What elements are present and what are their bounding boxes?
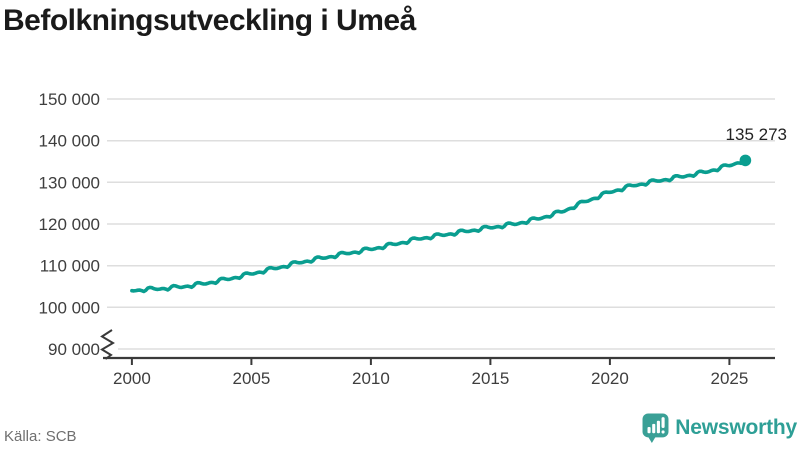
y-axis-tick-label: 110 000: [40, 257, 100, 276]
chart-title: Befolkningsutveckling i Umeå: [3, 4, 416, 37]
newsworthy-logo[interactable]: Newsworthy: [642, 412, 797, 444]
x-axis-tick-label: 2020: [591, 369, 629, 388]
latest-value-label: 135 273: [726, 125, 787, 144]
x-axis-tick-label: 2000: [113, 369, 151, 388]
source-note: Källa: SCB: [4, 428, 77, 445]
latest-point-dot: [739, 154, 752, 167]
y-axis-tick-label: 90 000: [48, 340, 100, 359]
x-axis-tick-label: 2010: [352, 369, 390, 388]
axis-break-icon: [100, 329, 115, 360]
y-axis-tick-label: 100 000: [39, 298, 100, 317]
newsworthy-wordmark: Newsworthy: [675, 416, 797, 439]
x-axis-tick-label: 2015: [471, 369, 509, 388]
x-axis-tick-label: 2005: [232, 369, 270, 388]
y-axis-tick-label: 140 000: [39, 132, 100, 151]
x-axis-tick-label: 2025: [710, 369, 748, 388]
newsworthy-logo-icon: [642, 413, 669, 444]
y-axis-tick-label: 150 000: [39, 90, 100, 109]
y-axis-tick-label: 130 000: [39, 173, 100, 192]
y-axis-tick-label: 120 000: [39, 215, 100, 234]
population-line: [130, 158, 748, 294]
